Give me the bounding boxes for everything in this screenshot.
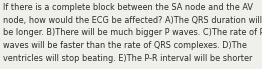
Text: node, how would the ECG be affected? A)The QRS duration will: node, how would the ECG be affected? A)T… [3, 16, 262, 24]
Text: waves will be faster than the rate of QRS complexes. D)The: waves will be faster than the rate of QR… [3, 41, 247, 50]
Text: be longer. B)There will be much bigger P waves. C)The rate of P: be longer. B)There will be much bigger P… [3, 28, 262, 37]
Text: ventricles will stop beating. E)The P-R interval will be shorter: ventricles will stop beating. E)The P-R … [3, 54, 253, 63]
Text: If there is a complete block between the SA node and the AV: If there is a complete block between the… [3, 3, 253, 12]
